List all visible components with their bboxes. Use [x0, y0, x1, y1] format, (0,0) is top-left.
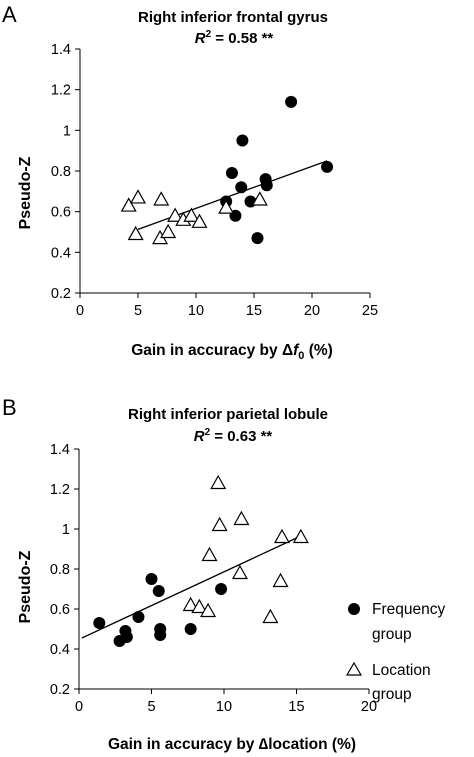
location-point [129, 189, 147, 204]
panel-b-x-tick-label: 5 [147, 699, 155, 715]
location-point [120, 197, 137, 212]
legend-frequency-label-line2: group [372, 626, 412, 643]
frequency-point [132, 611, 145, 623]
location-point [210, 474, 227, 490]
frequency-point [184, 623, 197, 635]
legend: Frequency group Location group [345, 601, 445, 703]
panel-a: A Right inferior frontal gyrus R2 = 0.58… [2, 2, 378, 362]
panel-a-plot-area: 0.2 0.4 0.6 0.8 1 1.2 1.4 0 5 10 15 20 25 [51, 42, 378, 319]
panel-a-x-tick-label: 10 [188, 303, 204, 319]
frequency-point [154, 629, 167, 641]
panel-b-x-tick-label: 0 [75, 699, 83, 715]
panel-b-y-tick-label: 1.4 [50, 442, 70, 458]
panel-a-x-tick-label: 15 [246, 303, 262, 319]
panel-b-y-tick-label: 0.2 [50, 682, 70, 698]
panel-a-y-tick-label: 0.6 [51, 205, 71, 221]
panel-b-y-tick-label: 0.6 [50, 602, 70, 618]
location-point [218, 199, 235, 214]
location-point [251, 191, 268, 206]
panel-a-y-tick-label: 0.4 [51, 245, 71, 261]
legend-location-marker [345, 661, 363, 676]
panel-b-regression-line [81, 535, 302, 639]
frequency-point [225, 167, 238, 180]
frequency-point [236, 134, 249, 147]
panel-a-y-axis-label: Pseudo-Z [17, 156, 34, 229]
panel-a-y-tick-label: 0.8 [51, 164, 71, 180]
panel-a-x-tick-label: 5 [134, 303, 142, 319]
panel-a-x-tick-label: 25 [362, 303, 378, 319]
panel-b-title: Right inferior parietal lobule [128, 406, 328, 423]
location-point [183, 207, 200, 222]
panel-a-title: Right inferior frontal gyrus [138, 9, 328, 26]
panel-b-x-axis-label: Gain in accuracy by ∆location (%) [108, 736, 356, 753]
location-point [233, 510, 250, 526]
panel-a-y-tick-label: 1.2 [51, 83, 71, 99]
frequency-point [120, 631, 133, 643]
location-point [231, 564, 248, 580]
panel-a-x-tick-label: 20 [304, 303, 320, 319]
frequency-point [93, 617, 106, 629]
panel-b-y-tick-label: 1.2 [50, 482, 70, 498]
location-point [191, 213, 208, 228]
location-point [160, 223, 177, 239]
location-point [272, 572, 289, 588]
panel-a-x-tick-label: 0 [76, 303, 84, 319]
panel-letter-b: B [2, 395, 17, 420]
panel-b-x-tick-label: 20 [361, 699, 377, 715]
panel-b: B Right inferior parietal lobule R2 = 0.… [2, 395, 445, 753]
location-point [262, 608, 279, 624]
location-point [211, 516, 228, 532]
panel-b-r-squared: R2 = 0.63 ** [194, 427, 273, 445]
location-point [182, 596, 199, 612]
legend-location-label-line2: group [372, 686, 412, 703]
location-point [153, 191, 170, 206]
frequency-point [145, 573, 158, 585]
panel-a-y-tick-label: 1 [63, 123, 71, 139]
frequency-point [285, 95, 298, 108]
location-point [201, 546, 218, 562]
frequency-point [321, 160, 334, 173]
location-point [292, 528, 309, 544]
frequency-point [235, 181, 248, 194]
legend-frequency-marker [348, 603, 360, 615]
location-point [273, 528, 291, 544]
frequency-point [260, 179, 273, 192]
panel-a-y-tick-label: 1.4 [51, 42, 71, 58]
legend-location-label: Location [372, 662, 431, 679]
location-point [191, 598, 208, 614]
frequency-point [251, 232, 264, 245]
frequency-point [215, 583, 228, 595]
panel-a-x-axis-label: Gain in accuracy by Δf0 (%) [131, 342, 333, 362]
panel-b-plot-area: 0.2 0.4 0.6 0.8 1 1.2 1.4 0 5 10 15 20 [50, 442, 377, 715]
location-point [127, 225, 144, 241]
panel-b-y-tick-label: 1 [62, 522, 70, 538]
panel-b-y-tick-label: 0.8 [50, 562, 70, 578]
legend-frequency-label: Frequency [372, 601, 445, 618]
panel-a-y-tick-label: 0.2 [51, 286, 71, 302]
panel-b-x-tick-label: 15 [288, 699, 304, 715]
location-point [167, 207, 184, 222]
frequency-point [152, 585, 165, 597]
location-point [200, 602, 217, 618]
panel-a-r-squared: R2 = 0.58 ** [195, 29, 274, 47]
panel-b-y-tick-label: 0.4 [50, 642, 70, 658]
panel-b-x-tick-label: 10 [216, 699, 232, 715]
panel-letter-a: A [2, 2, 17, 27]
panel-b-y-axis-label: Pseudo-Z [17, 550, 34, 623]
